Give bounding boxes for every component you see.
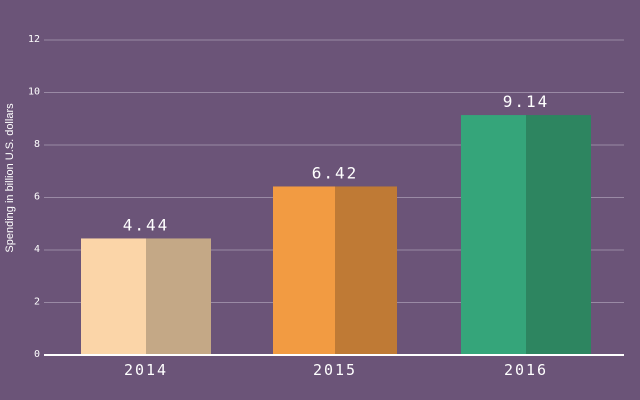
y-tick-label: 12 — [28, 34, 40, 45]
bar-2016-right — [526, 115, 591, 355]
bar-2015-right — [335, 186, 397, 355]
x-tick-label-2016: 2016 — [504, 361, 548, 379]
y-tick-label: 2 — [34, 297, 40, 308]
x-tick-label-2014: 2014 — [124, 361, 168, 379]
y-tick-label: 4 — [34, 244, 40, 255]
data-labels: 4.44 6.42 9.14 — [123, 92, 550, 234]
x-tick-label-2015: 2015 — [313, 361, 357, 379]
bar-2014-right — [146, 238, 211, 355]
y-axis-ticks: 0 2 4 6 8 10 12 — [28, 34, 40, 360]
y-tick-label: 6 — [34, 192, 40, 203]
y-axis-label: Spending in billion U.S. dollars — [4, 103, 16, 253]
bar-2014-left — [81, 238, 146, 355]
data-label-2016: 9.14 — [503, 92, 550, 111]
y-tick-label: 0 — [34, 349, 40, 360]
y-tick-label: 10 — [28, 87, 40, 98]
data-label-2015: 6.42 — [312, 163, 359, 182]
bars — [81, 115, 591, 355]
data-label-2014: 4.44 — [123, 215, 170, 234]
x-axis-ticks: 2014 2015 2016 — [124, 361, 548, 379]
bar-2015-left — [273, 186, 335, 355]
y-tick-label: 8 — [34, 139, 40, 150]
bar-2016-left — [461, 115, 526, 355]
